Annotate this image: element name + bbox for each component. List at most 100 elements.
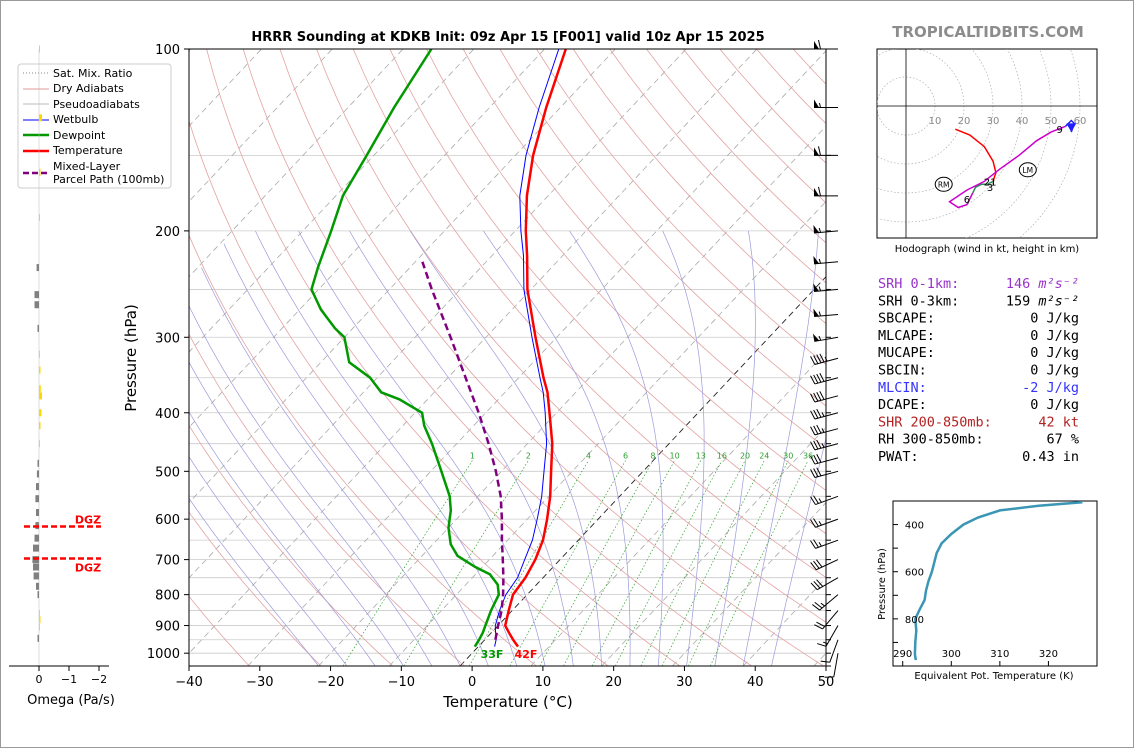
stat-value: 42 kt [1038,414,1079,430]
mixing-ratio-line [509,460,626,666]
barb-full [816,391,822,401]
barb-full [810,469,816,478]
skewt-series [310,49,567,648]
barb-flag [814,41,819,49]
stat-row: MLCIN: -2 J/kg [878,380,1079,396]
omega-bar [36,470,39,478]
omega-bar [39,422,41,430]
dewpoint-series [310,49,501,648]
barb-full [810,356,816,365]
barb-full [810,540,816,549]
omega-bar [39,409,42,417]
stat-row: SHR 200-850mb: 42 kt [878,414,1079,430]
stat-row: SBCAPE: 0 J/kg [878,311,1079,327]
dgz-label: DGZ [75,513,101,526]
omega-tick-label: 0 [36,673,43,686]
legend-item-parcel: Mixed-Layer Parcel Path (100mb) [53,160,164,186]
stat-label: PWAT: [878,449,919,465]
wind-barb [820,639,839,663]
stat-row: RH 300-850mb: 67 % [878,432,1079,448]
theta-e-x-tick-label: 310 [990,649,1009,660]
omega-bar [34,291,39,299]
stat-row: SBCIN: 0 J/kg [878,363,1079,379]
barb-full [810,375,816,385]
omega-bar [39,366,41,374]
moist-adiabat-line [771,436,826,666]
barb-full [810,410,816,420]
dry-adiabat-line [189,424,394,666]
x-tick-label: −10 [388,675,415,690]
barb-shaft [814,377,839,385]
omega-bar [36,582,39,590]
stat-value: 0.43 in [1022,449,1079,465]
barb-full [816,559,823,568]
mixing-ratio-label: 1 [470,452,475,461]
stat-row: MLCAPE: 0 J/kg [878,328,1079,344]
barb-full [816,579,824,587]
omega-bar [39,213,40,221]
isotherm-line [189,49,333,203]
mixing-ratio-label: 10 [670,452,680,461]
barb-full [817,643,827,647]
wind-barb [810,495,839,506]
wind-barb [814,99,838,109]
site-brand: TROPICALTIDBITS.COM [892,23,1084,41]
x-tick-label: −20 [317,675,344,690]
stat-label: MUCAPE: [878,345,935,361]
barb-full [813,392,819,402]
theta-e-x-tick-label: 300 [942,649,961,660]
mixing-ratio-label: 16 [717,452,727,461]
theta-e-y-label: Pressure (hPa) [877,548,888,620]
moist-adiabat-line [714,230,756,666]
dry-adiabat-line [189,511,322,666]
barb-shaft [814,470,839,479]
barb-full [818,186,821,196]
barb-full [816,354,822,364]
x-tick-label: −30 [246,675,273,690]
barb-full [814,624,823,630]
barb-shaft [814,428,839,436]
wind-barb [810,439,839,451]
wind-barb [810,373,839,385]
surface-temperature-label: 42F [515,648,538,661]
isotherm-line [318,125,826,666]
wind-barb [810,408,839,420]
storm-motion-label: LM [1022,166,1033,175]
omega-bar [36,509,39,517]
isotherm-line [389,200,826,666]
wind-barb [813,255,839,265]
wind-barb [810,454,839,465]
mixing-ratio-label: 13 [696,452,706,461]
barb-shaft [833,653,839,677]
dry-adiabat-line [189,234,537,666]
wind-barb [810,424,839,436]
barb-full [816,373,822,383]
stat-value: 67 % [1046,432,1079,448]
isotherm-line [672,502,826,666]
barb-shaft [814,230,839,234]
barb-full [810,582,818,591]
moist-adiabat-line [189,361,404,666]
stat-label: MLCAPE: [878,328,935,344]
barb-full [819,353,825,363]
barb-full [810,519,816,528]
dry-adiabat-line [189,595,250,666]
moist-adiabat-line [662,230,705,666]
hodo-height-label: 6 [964,195,970,206]
omega-bar [33,544,39,552]
theta-e-y-tick-label: 600 [905,568,924,579]
barb-shaft [819,594,839,611]
barb-half [818,286,822,292]
barb-full [810,496,816,505]
barb-half [818,542,822,547]
mixing-ratio-label: 30 [783,452,793,461]
barb-shaft [814,443,839,451]
barb-half [818,311,822,317]
x-tick-label: 10 [535,675,552,690]
stat-label: SHR 200-850mb: [878,414,992,430]
omega-bar [36,264,39,272]
barb-half [818,335,822,341]
barb-full [813,560,820,569]
barb-full [818,39,821,50]
barb-flag [813,308,820,317]
